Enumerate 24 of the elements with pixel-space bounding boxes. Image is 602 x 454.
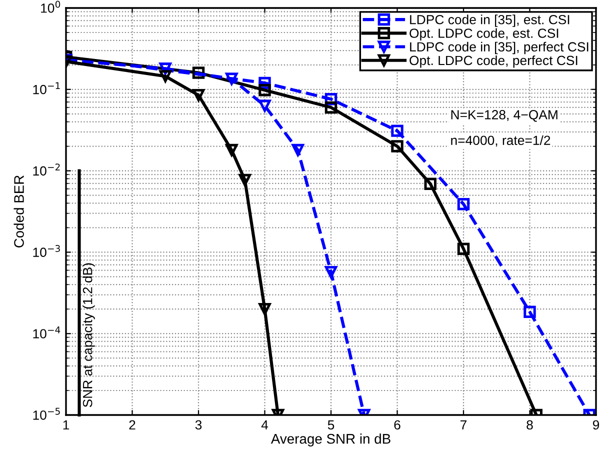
y-axis-title: Coded BER — [14, 175, 24, 248]
legend-label: Opt. LDPC code, est. CSI — [410, 28, 558, 41]
annotation: N=K=128, 4−QAM — [451, 110, 558, 122]
x-tick-label: 3 — [195, 420, 202, 430]
x-tick-label: 6 — [394, 420, 400, 430]
y-tick-label: 10$^{−4}$ — [33, 326, 60, 338]
legend-label: Opt. LDPC code, perfect CSI — [410, 55, 578, 68]
y-tick-label: 10$^{−2}$ — [33, 164, 60, 176]
legend-label: LDPC code in [35], perfect CSI — [410, 42, 588, 54]
y-tick-label: 10$^{−3}$ — [33, 244, 60, 258]
y-tick-label: 10$^{0}$ — [41, 0, 60, 13]
legend-label: LDPC code in [35], est. CSI — [410, 14, 570, 27]
y-tick-label: 10$^{−1}$ — [33, 82, 60, 94]
x-tick-label: 7 — [460, 420, 467, 430]
x-tick-label: 2 — [129, 420, 136, 430]
y-tick-label: 10$^{−5}$ — [33, 408, 60, 420]
x-tick-label: 5 — [328, 420, 334, 430]
annotation: n=4000, rate=1/2 — [451, 135, 550, 147]
x-tick-label: 1 — [63, 420, 70, 430]
x-axis-title: Average SNR in dB — [270, 434, 390, 446]
annotation: SNR at capacity (1.2 dB) — [82, 263, 95, 408]
x-tick-label: 8 — [526, 420, 533, 430]
x-tick-label: 9 — [592, 420, 600, 430]
x-tick-label: 4 — [261, 420, 268, 430]
